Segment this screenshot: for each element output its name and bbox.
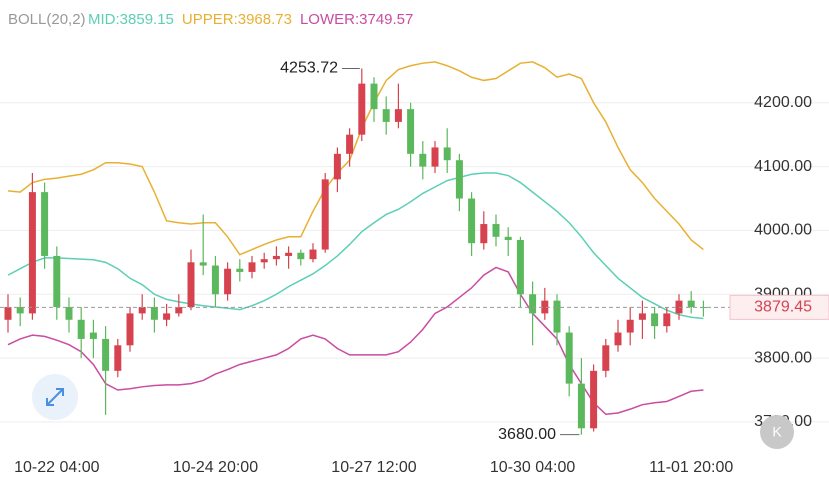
candle-body	[516, 240, 524, 295]
candle-body	[480, 224, 488, 244]
candle-body	[28, 192, 36, 314]
y-tick-label: 4200.00	[754, 94, 812, 111]
candle-body	[419, 153, 427, 167]
candle-body	[285, 252, 293, 256]
candle-body	[346, 134, 354, 154]
x-tick-label: 10-22 04:00	[14, 459, 100, 476]
candle-body	[541, 300, 549, 314]
candle-body	[638, 313, 646, 320]
candle-body	[577, 383, 585, 429]
candle-body	[126, 313, 134, 346]
candle-body	[626, 319, 634, 333]
candle-body	[602, 345, 610, 371]
candle-body	[114, 345, 122, 371]
candle-body	[553, 300, 561, 333]
y-tick-label: 4100.00	[754, 158, 812, 175]
candle-body	[236, 268, 244, 272]
candle-body	[651, 313, 659, 327]
band-line	[7, 61, 704, 256]
min-label: 3680.00	[498, 426, 556, 443]
candle-body	[175, 307, 183, 314]
indicator-title: BOLL(20,2)	[8, 11, 86, 28]
candle-body	[65, 307, 73, 320]
candle-body	[394, 109, 402, 122]
candle-body	[504, 236, 512, 240]
band-line	[7, 266, 704, 416]
candle-body	[53, 255, 61, 308]
k-button[interactable]: K	[760, 415, 794, 449]
svg-text:K: K	[772, 424, 782, 440]
x-tick-label: 10-30 04:00	[490, 459, 576, 476]
candle-body	[138, 307, 146, 314]
max-label: 4253.72	[280, 60, 338, 77]
candle-body	[248, 262, 256, 272]
candle-body	[102, 338, 110, 371]
candle-body	[41, 192, 49, 256]
candle-body	[492, 224, 500, 237]
candle-body	[187, 262, 195, 308]
candle-body	[224, 268, 232, 295]
last-price-box	[729, 294, 829, 320]
candle-body	[468, 198, 476, 244]
candle-body	[272, 255, 280, 260]
legend-label: UPPER:3968.73	[182, 11, 292, 28]
candle-body	[358, 83, 366, 135]
x-tick-label: 10-24 20:00	[173, 459, 259, 476]
candle-body	[431, 147, 439, 167]
candle-body	[16, 307, 24, 314]
candle-body	[163, 313, 171, 320]
candle-body	[455, 160, 463, 199]
candle-body	[297, 252, 305, 260]
candle-body	[382, 109, 390, 122]
candle-body	[4, 307, 12, 320]
candle-body	[89, 332, 97, 339]
candle-body	[614, 332, 622, 346]
candle-body	[663, 313, 671, 327]
candle-body	[370, 83, 378, 110]
candle-body	[529, 294, 537, 314]
band-line	[7, 172, 704, 320]
expand-button[interactable]	[32, 374, 78, 420]
candle-body	[150, 307, 158, 320]
x-tick-label: 11-01 20:00	[649, 459, 733, 476]
candle-body	[407, 109, 415, 154]
candle-body	[77, 319, 85, 339]
candle-body	[260, 259, 268, 263]
legend-label: LOWER:3749.57	[300, 11, 413, 28]
candle-body	[333, 153, 341, 180]
candle-body	[687, 300, 695, 308]
candle-body	[199, 262, 207, 266]
candle-body	[565, 332, 573, 384]
candle-body	[590, 370, 598, 429]
x-tick-label: 10-27 12:00	[331, 459, 417, 476]
candle-body	[443, 147, 451, 161]
y-tick-label: 4000.00	[754, 222, 812, 239]
last-price-label: 3879.45	[754, 299, 812, 316]
candle-body	[321, 179, 329, 250]
candle-body	[309, 249, 317, 260]
y-tick-label: 3800.00	[754, 349, 812, 366]
legend-label: MID:3859.15	[88, 11, 174, 28]
candle-body	[211, 265, 219, 295]
